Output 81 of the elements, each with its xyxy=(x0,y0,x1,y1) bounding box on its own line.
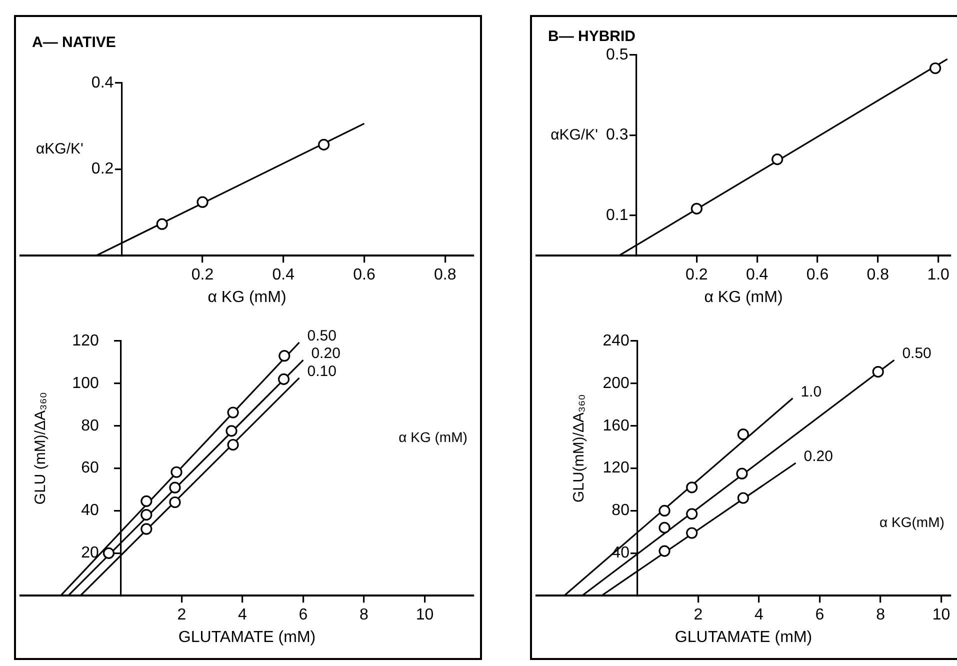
point xyxy=(737,428,749,440)
y-axis-title: GLU(mM)/ΔA₃₆₀ xyxy=(570,394,588,503)
x-tick-label: 0.4 xyxy=(272,266,295,284)
point xyxy=(140,495,152,507)
x-tick-label: 4 xyxy=(754,606,764,624)
y-tick-label: 240 xyxy=(602,332,630,350)
point xyxy=(318,138,330,151)
point xyxy=(140,523,152,535)
y-tick-label: 20 xyxy=(81,544,99,562)
series-label: 1.0 xyxy=(800,383,822,400)
point xyxy=(690,202,702,214)
y-tick-label: 40 xyxy=(81,502,99,520)
y-tick-label: 100 xyxy=(72,374,99,392)
x-tick-label: 0.6 xyxy=(353,266,376,284)
point xyxy=(227,438,239,451)
series-label: 0.50 xyxy=(307,328,336,345)
x-tick-label: 0.2 xyxy=(686,266,708,284)
y-tick-label: 60 xyxy=(81,460,99,477)
point xyxy=(227,406,239,418)
x-tick-label: 0.6 xyxy=(806,266,829,284)
y-axis-title: αKG/K' xyxy=(36,140,84,158)
chart-title: A— NATIVE xyxy=(32,34,116,52)
point xyxy=(170,466,182,478)
point xyxy=(686,508,698,520)
y-tick-label: 160 xyxy=(602,417,630,434)
point xyxy=(686,527,698,539)
y-tick-label: 0.1 xyxy=(606,206,628,224)
x-tick-label: 2 xyxy=(694,606,703,624)
x-tick-label: 0.2 xyxy=(191,266,214,284)
x-axis-title: α KG (mM) xyxy=(208,288,286,306)
series-label: 0.20 xyxy=(804,448,833,466)
point xyxy=(278,373,290,385)
y-tick-label: 80 xyxy=(612,502,630,520)
x-axis-title: GLUTAMATE (mM) xyxy=(674,628,812,646)
y-tick-label: 200 xyxy=(602,374,630,392)
series-label: 0.10 xyxy=(307,363,336,380)
point xyxy=(686,482,698,494)
point xyxy=(102,547,115,559)
point xyxy=(872,366,884,378)
y-tick-label: 120 xyxy=(72,332,99,350)
point xyxy=(737,492,749,504)
x-tick-label: 10 xyxy=(932,606,950,624)
point xyxy=(140,508,152,521)
point xyxy=(156,218,168,230)
x-tick-label: 0.8 xyxy=(434,266,456,284)
point xyxy=(169,496,181,508)
y-tick-label: 120 xyxy=(602,460,630,477)
point xyxy=(196,196,208,208)
y-tick-label: 0.2 xyxy=(91,160,114,178)
point xyxy=(658,504,670,517)
point xyxy=(658,545,670,557)
point xyxy=(226,425,238,437)
x-tick-label: 0.8 xyxy=(866,266,890,284)
chart-title: B— HYBRID xyxy=(548,28,636,46)
x-tick-label: 6 xyxy=(815,606,824,624)
x-tick-label: 8 xyxy=(876,606,886,624)
point xyxy=(736,468,748,480)
point xyxy=(930,62,942,74)
x-axis-title: GLUTAMATE (mM) xyxy=(178,628,316,646)
x-tick-label: 10 xyxy=(416,606,434,624)
y-tick-label: 0.3 xyxy=(606,126,628,144)
y-tick-label: 80 xyxy=(81,417,99,434)
x-tick-label: 0.4 xyxy=(746,266,768,284)
legend-title: α KG(mM) xyxy=(880,514,944,530)
point xyxy=(772,154,784,166)
x-tick-label: 8 xyxy=(360,606,369,624)
x-tick-label: 6 xyxy=(298,606,308,624)
series-label: 0.50 xyxy=(902,345,932,362)
y-axis-title: αKG/K' xyxy=(550,126,598,144)
legend-title: α KG (mM) xyxy=(398,428,468,445)
x-tick-label: 1.0 xyxy=(927,266,950,284)
point xyxy=(658,522,670,534)
y-tick-label: 0.5 xyxy=(606,46,628,64)
x-axis-title: α KG (mM) xyxy=(704,288,783,306)
y-tick-label: 0.4 xyxy=(91,74,114,92)
point xyxy=(278,350,290,362)
series-label: 0.20 xyxy=(311,345,340,362)
point xyxy=(169,482,181,494)
y-axis-title: GLU (mM)/ΔA₃₆₀ xyxy=(32,392,50,505)
x-tick-label: 4 xyxy=(238,606,247,624)
x-tick-label: 2 xyxy=(177,606,186,624)
